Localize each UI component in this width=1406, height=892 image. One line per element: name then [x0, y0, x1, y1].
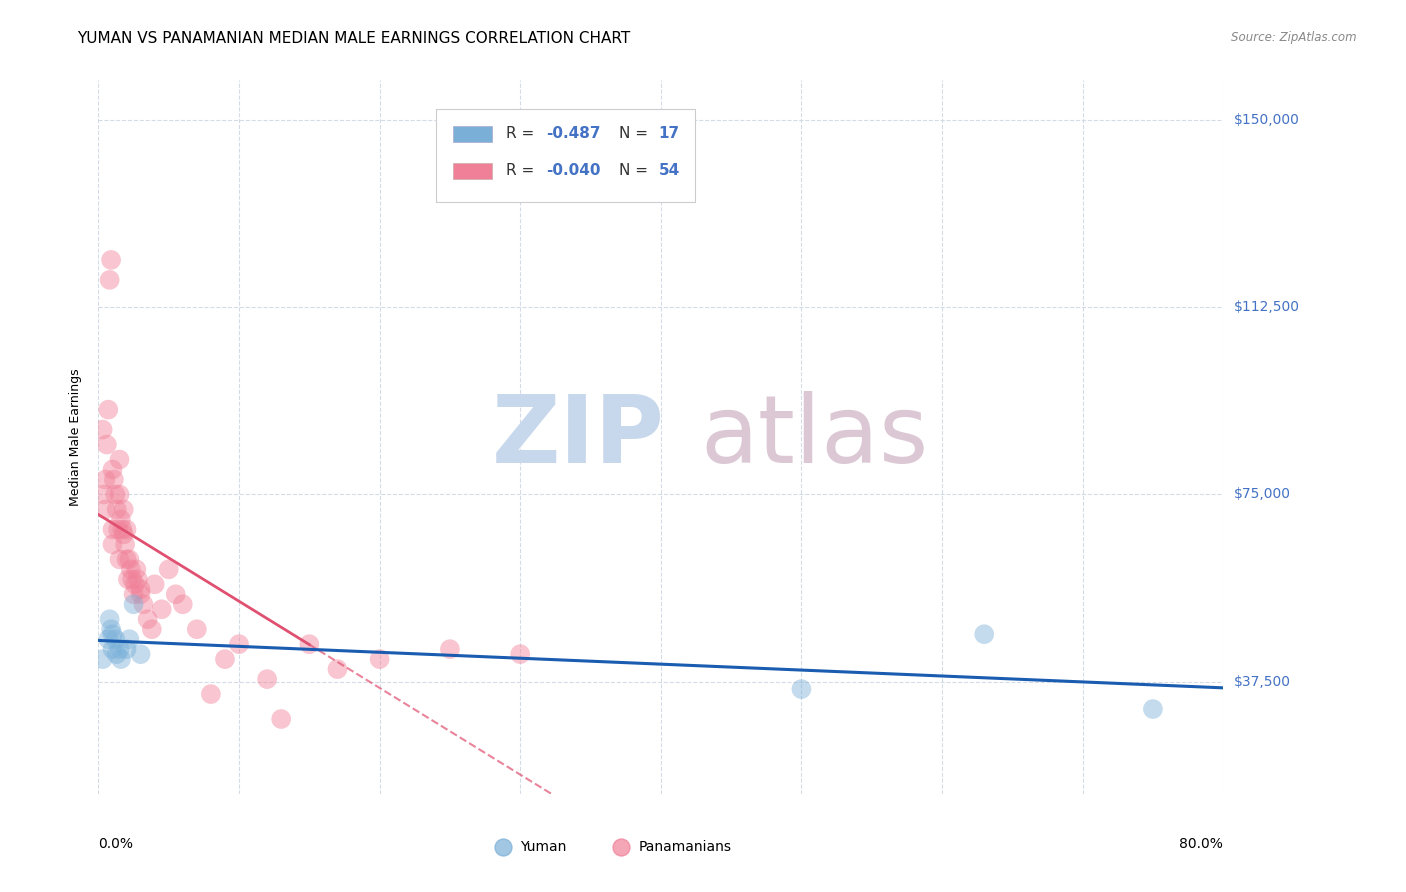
- Point: [112, 527, 135, 541]
- Point: [91, 652, 114, 666]
- Point: [165, 587, 187, 601]
- Point: [150, 602, 173, 616]
- Point: [136, 612, 159, 626]
- Point: [200, 687, 222, 701]
- Point: [439, 642, 461, 657]
- Point: [141, 622, 163, 636]
- Text: -0.040: -0.040: [546, 163, 600, 178]
- Point: [98, 273, 121, 287]
- Point: [270, 712, 292, 726]
- FancyBboxPatch shape: [453, 163, 492, 178]
- Point: [124, 577, 146, 591]
- Text: R =: R =: [506, 163, 538, 178]
- Text: Yuman: Yuman: [520, 840, 567, 855]
- Point: [112, 502, 135, 516]
- Point: [509, 647, 531, 661]
- Point: [101, 642, 124, 657]
- Text: 54: 54: [658, 163, 681, 178]
- Point: [186, 622, 208, 636]
- Point: [104, 632, 127, 647]
- Text: atlas: atlas: [700, 391, 928, 483]
- Point: [91, 423, 114, 437]
- Point: [172, 597, 194, 611]
- Point: [790, 682, 813, 697]
- Point: [973, 627, 995, 641]
- Point: [111, 522, 134, 536]
- Point: [97, 632, 120, 647]
- Text: $150,000: $150,000: [1234, 113, 1301, 128]
- Point: [107, 522, 129, 536]
- Point: [129, 587, 152, 601]
- Point: [157, 562, 180, 576]
- Point: [593, 862, 616, 876]
- Point: [122, 587, 145, 601]
- Text: 80.0%: 80.0%: [1180, 837, 1223, 851]
- Point: [101, 462, 124, 476]
- Point: [326, 662, 349, 676]
- Point: [104, 487, 127, 501]
- Point: [121, 572, 143, 586]
- Text: N =: N =: [619, 127, 652, 141]
- Point: [110, 652, 132, 666]
- Point: [741, 862, 763, 876]
- Point: [103, 473, 125, 487]
- Point: [108, 487, 131, 501]
- Point: [115, 552, 138, 566]
- Point: [118, 632, 141, 647]
- Point: [93, 487, 115, 501]
- Point: [298, 637, 321, 651]
- Point: [132, 597, 155, 611]
- Text: 17: 17: [658, 127, 679, 141]
- Point: [120, 562, 142, 576]
- Point: [101, 627, 124, 641]
- Text: $37,500: $37,500: [1234, 674, 1291, 689]
- Point: [97, 402, 120, 417]
- Point: [115, 522, 138, 536]
- Point: [214, 652, 236, 666]
- Text: -0.487: -0.487: [546, 127, 600, 141]
- Point: [100, 252, 122, 267]
- Y-axis label: Median Male Earnings: Median Male Earnings: [69, 368, 83, 506]
- Point: [110, 512, 132, 526]
- Text: R =: R =: [506, 127, 538, 141]
- Text: N =: N =: [619, 163, 652, 178]
- FancyBboxPatch shape: [436, 109, 695, 202]
- FancyBboxPatch shape: [453, 126, 492, 142]
- Point: [118, 552, 141, 566]
- Text: Panamanians: Panamanians: [638, 840, 731, 855]
- Point: [127, 572, 149, 586]
- Text: Source: ZipAtlas.com: Source: ZipAtlas.com: [1232, 31, 1357, 45]
- Point: [108, 452, 131, 467]
- Point: [1142, 702, 1164, 716]
- Point: [122, 597, 145, 611]
- Point: [108, 552, 131, 566]
- Text: YUMAN VS PANAMANIAN MEDIAN MALE EARNINGS CORRELATION CHART: YUMAN VS PANAMANIAN MEDIAN MALE EARNINGS…: [77, 31, 630, 46]
- Point: [100, 622, 122, 636]
- Point: [129, 582, 152, 597]
- Point: [98, 612, 121, 626]
- Text: ZIP: ZIP: [492, 391, 665, 483]
- Point: [94, 502, 117, 516]
- Point: [105, 647, 128, 661]
- Point: [256, 672, 278, 686]
- Point: [101, 537, 124, 551]
- Point: [94, 473, 117, 487]
- Point: [117, 572, 139, 586]
- Text: $112,500: $112,500: [1234, 301, 1301, 314]
- Point: [114, 537, 136, 551]
- Point: [115, 642, 138, 657]
- Text: $75,000: $75,000: [1234, 487, 1291, 501]
- Point: [368, 652, 391, 666]
- Point: [105, 502, 128, 516]
- Point: [143, 577, 166, 591]
- Point: [101, 522, 124, 536]
- Point: [228, 637, 250, 651]
- Point: [129, 647, 152, 661]
- Point: [125, 562, 148, 576]
- Point: [96, 437, 118, 451]
- Text: 0.0%: 0.0%: [98, 837, 134, 851]
- Point: [108, 642, 131, 657]
